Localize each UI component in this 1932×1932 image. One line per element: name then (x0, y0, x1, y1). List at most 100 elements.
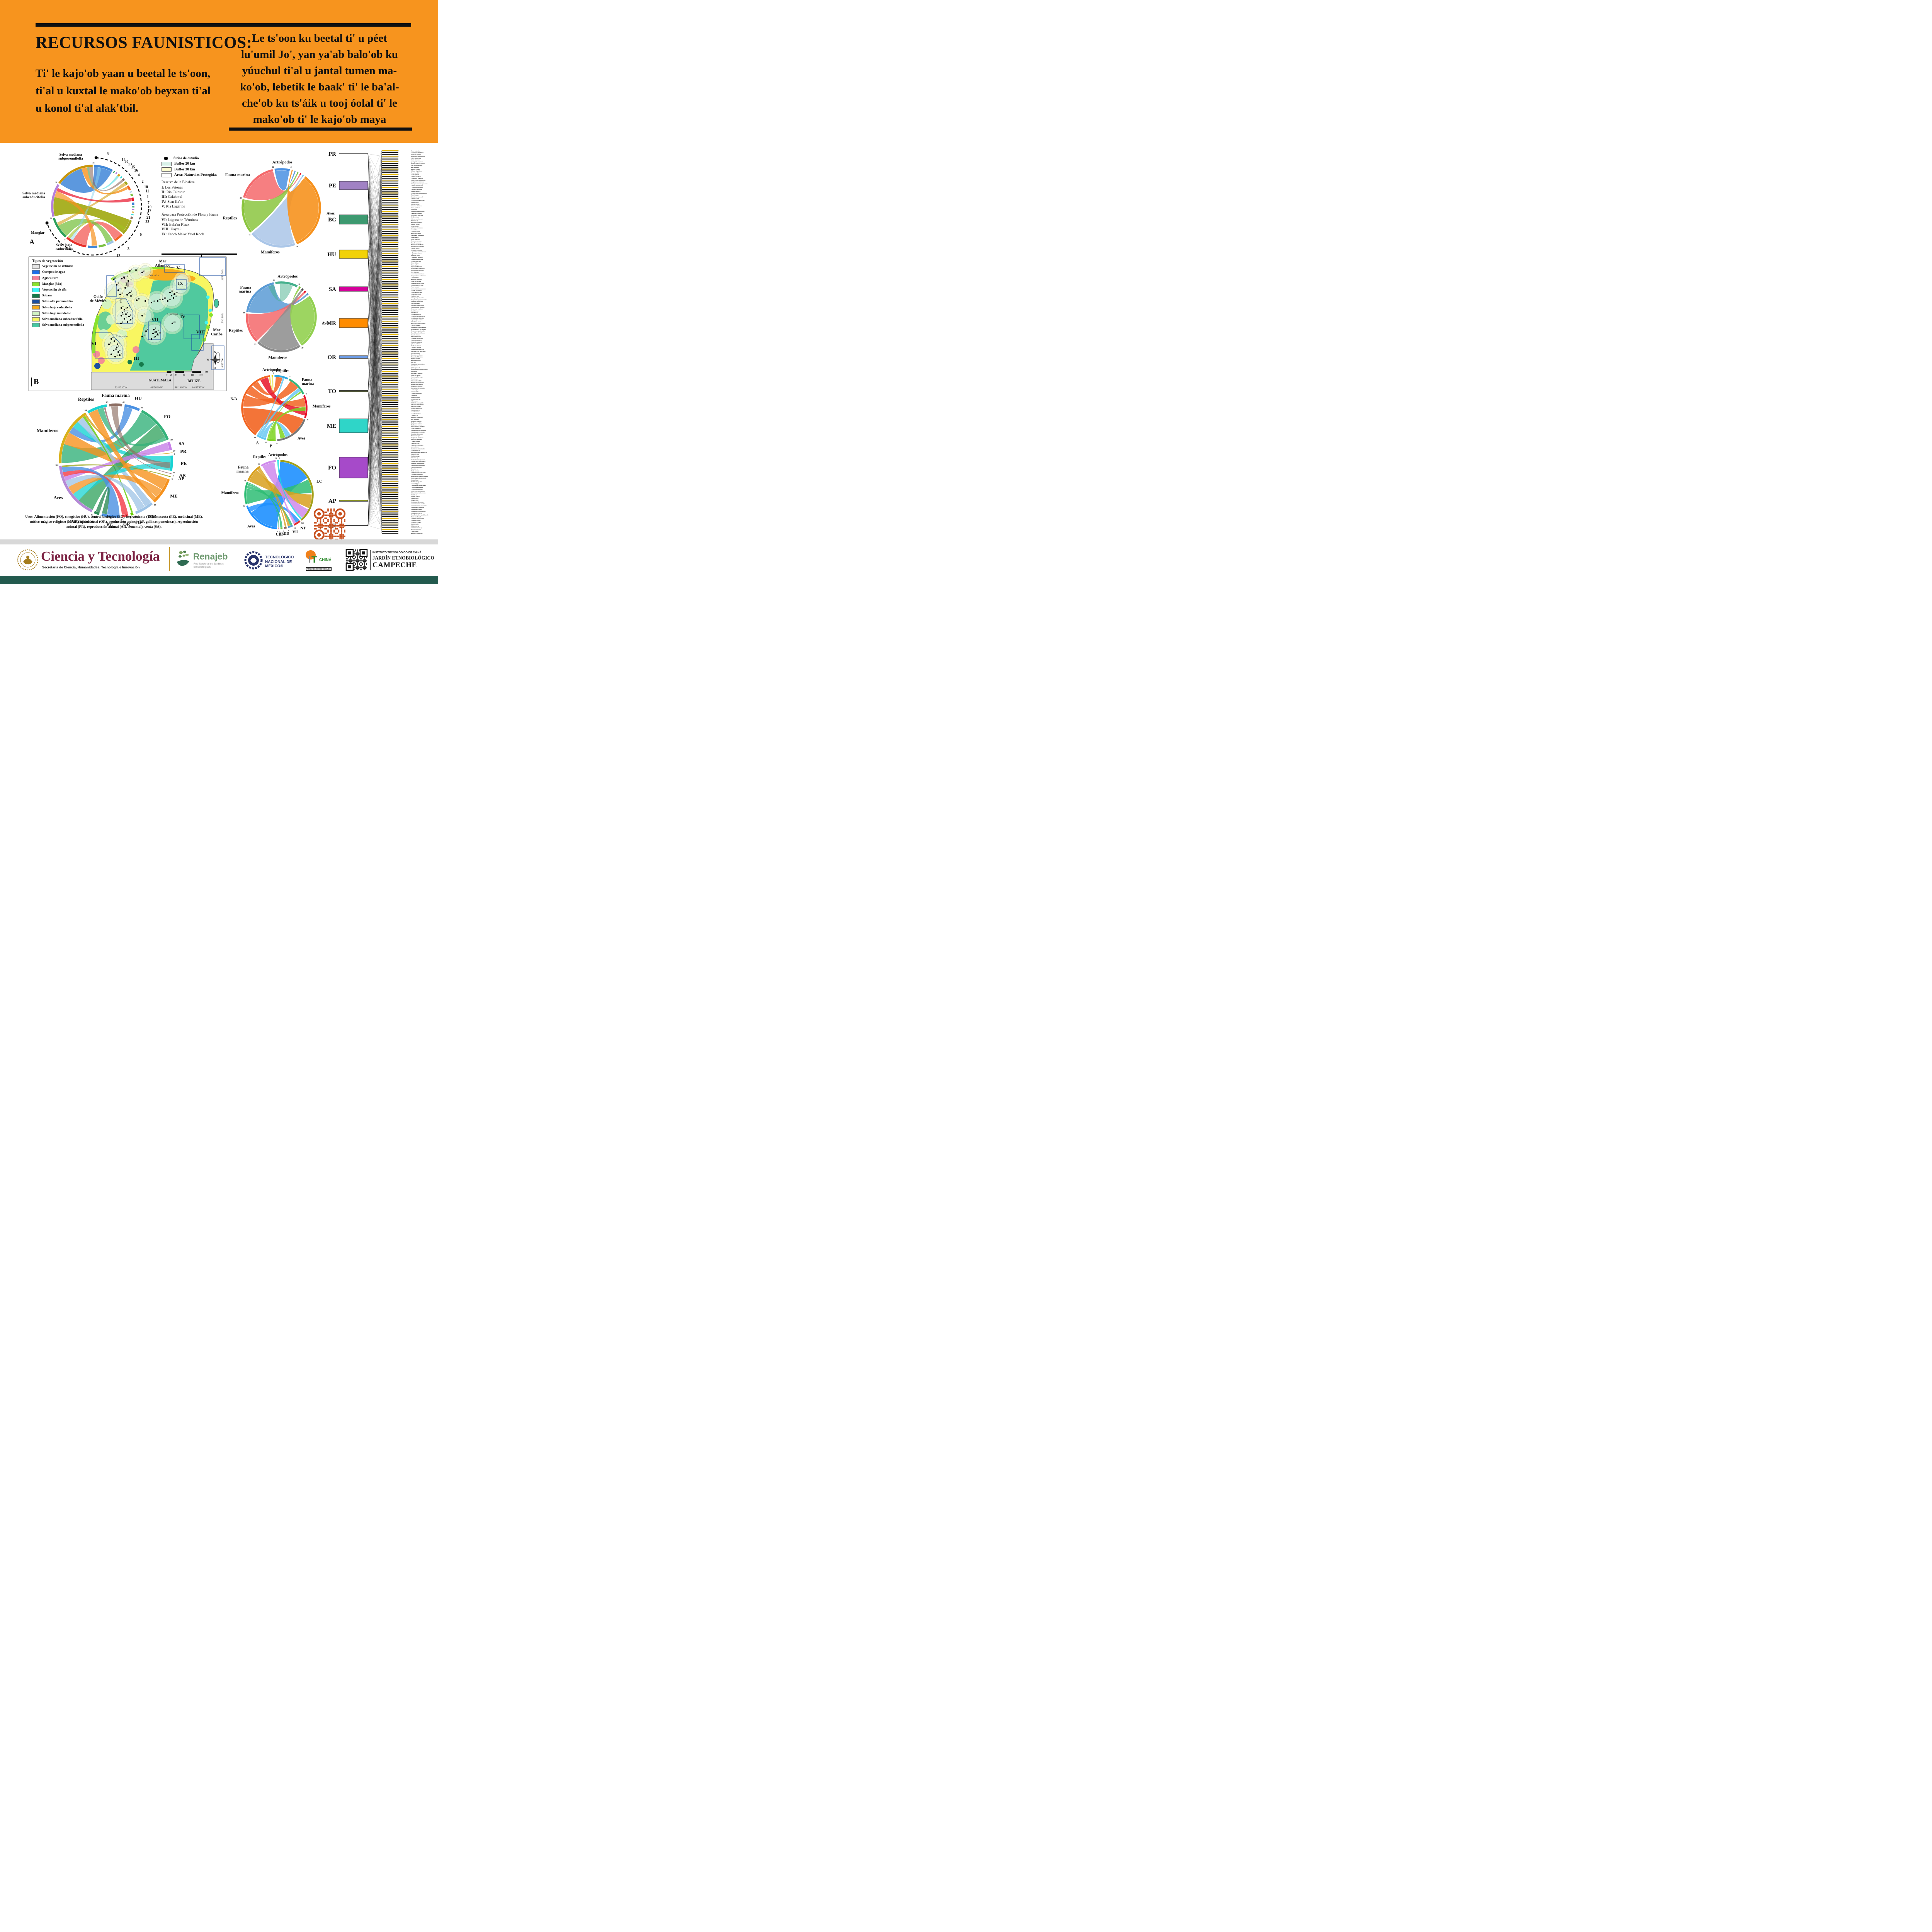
species-bar (381, 334, 399, 335)
svg-text:2: 2 (131, 269, 132, 271)
svg-text:4: 4 (279, 531, 281, 532)
svg-text:Campeche: Campeche (116, 335, 128, 338)
svg-text:24: 24 (255, 344, 257, 345)
species-name: Kinosternon sp. (411, 409, 420, 411)
species-bar (382, 325, 398, 326)
svg-text:49: 49 (141, 406, 143, 409)
species-name: Lagodon rhomboides (411, 474, 423, 475)
species-name: Apis mellifera (411, 418, 419, 420)
species-bar (382, 509, 398, 510)
svg-text:10: 10 (126, 286, 129, 288)
species-name: Psilorhinus morio (411, 321, 421, 323)
header-banner: RECURSOS FAUNISTICOS: Ti' le kajo'ob yaa… (0, 0, 438, 143)
species-name: Leptotila verreauxi (411, 189, 422, 190)
svg-text:6: 6 (147, 329, 148, 331)
species-name: Mazama pandora (411, 360, 421, 361)
svg-text:48: 48 (173, 472, 175, 474)
species-bar (382, 152, 398, 153)
svg-text:I: I (120, 298, 122, 304)
svg-text:Mamíferos: Mamíferos (269, 356, 287, 360)
species-bar (381, 400, 399, 401)
use-node-label: PR (328, 151, 336, 157)
svg-text:16: 16 (171, 290, 173, 293)
species-name: Melopsittacus undulatus (411, 156, 425, 157)
svg-text:41: 41 (306, 393, 308, 395)
species-bar (382, 178, 398, 179)
species-name: Lutjanus campechanus (411, 518, 425, 519)
svg-text:Mamíferos: Mamíferos (261, 250, 280, 254)
svg-text:Mamíferos: Mamíferos (221, 491, 240, 495)
panel-a-letter: A (29, 238, 34, 246)
species-name: Epictia goudotii (411, 367, 420, 369)
vegetation-swatch (32, 317, 40, 321)
species-name: Anas platyrhynchos (411, 372, 423, 374)
legend-swatch (162, 167, 172, 172)
species-name: Terrapene carolina yucatana (411, 183, 428, 185)
species-bar (382, 472, 398, 473)
species-name: Formica rufa (411, 391, 418, 393)
svg-text:41: 41 (244, 480, 246, 481)
species-bar (382, 457, 398, 458)
svg-text:VII: VII (151, 317, 158, 322)
species-name: Amazona albifrons (411, 205, 422, 207)
svg-text:6: 6 (116, 339, 117, 341)
chord-diagram-groups-2: Artrópodos 12 Aves 29 Mamíferos 24 Reptiles 16 F… (229, 274, 330, 360)
svg-text:45: 45 (307, 418, 309, 420)
svg-text:10: 10 (153, 337, 155, 339)
svg-text:9: 9 (288, 529, 289, 531)
species-name: Callinectes sp. (411, 525, 419, 527)
species-bar (382, 380, 398, 381)
species-bar (382, 378, 398, 379)
species-name: Citharichthys spilopterus (411, 492, 426, 494)
species-name: Farfantepeaneus sp. (411, 527, 423, 529)
vegetation-legend-item: Vegetación no definida (32, 264, 87, 269)
use-node-label: SA (329, 286, 336, 293)
legend-swatch (162, 173, 172, 177)
svg-text:NT: NT (300, 526, 306, 531)
renajeb-logo (177, 551, 189, 566)
species-bar (382, 369, 398, 370)
use-node-PE (339, 181, 368, 190)
use-node-label: OR (328, 354, 337, 361)
buffer-legend-item: Buffer 30 km (162, 167, 239, 172)
svg-text:17: 17 (148, 209, 151, 213)
legend-list-item: IX: Otoch Ma'ax Yetel Kooh (162, 232, 204, 236)
species-name: Epinephelus morio (411, 512, 422, 514)
species-bar (381, 161, 399, 162)
species-name: Nasutitermes sp. (411, 398, 420, 400)
svg-text:10: 10 (159, 299, 161, 301)
svg-text:7: 7 (148, 201, 150, 205)
species-name: Dasypus novemcitus (411, 308, 423, 310)
svg-text:Reptiles: Reptiles (78, 396, 94, 402)
svg-text:Mar: Mar (213, 328, 221, 332)
species-name: Crypturellus soui (411, 260, 421, 262)
species-bar (381, 376, 399, 378)
itchina-name: CHINÁ (319, 557, 332, 562)
species-bar (382, 268, 398, 269)
species-bar (381, 518, 399, 519)
svg-text:Aves: Aves (298, 437, 305, 441)
species-name: Crotalus simus (411, 411, 420, 413)
species-bar (382, 374, 398, 376)
species-name: Amazona xantholora (411, 417, 423, 418)
species-name: Dives dives (411, 209, 417, 211)
vegetation-legend: Tipos de vegetación Vegetación no defini… (32, 259, 87, 329)
use-node-label: PE (329, 183, 336, 189)
svg-text:Fauna marina: Fauna marina (102, 393, 130, 398)
species-name: Molothrus aeneus (411, 242, 422, 243)
svg-text:11: 11 (121, 292, 123, 294)
svg-text:Mamíferos: Mamíferos (37, 428, 58, 433)
species-bar (381, 321, 399, 322)
species-name: Epinephelus itajara (411, 509, 422, 510)
svg-text:AP: AP (178, 476, 184, 481)
species-name: Dendrocygna autumnalis (411, 179, 426, 181)
svg-text:3: 3 (131, 290, 132, 293)
campeche-line: CAMPECHE (372, 561, 417, 569)
species-name: Drymarchon melanurus (411, 268, 425, 269)
vegetation-swatch (32, 287, 40, 292)
species-name: Hemulon aurolineatum (411, 463, 424, 464)
species-name: Mus muluscus (411, 167, 419, 168)
use-node-TO (339, 390, 368, 392)
species-name: Spilogale pygmaea (411, 439, 422, 440)
species-name: Boa constrictor (411, 352, 420, 354)
